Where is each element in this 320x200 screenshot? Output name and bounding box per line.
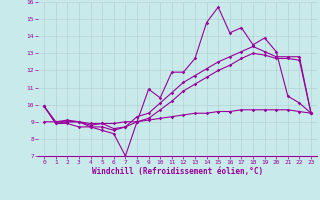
- X-axis label: Windchill (Refroidissement éolien,°C): Windchill (Refroidissement éolien,°C): [92, 167, 263, 176]
